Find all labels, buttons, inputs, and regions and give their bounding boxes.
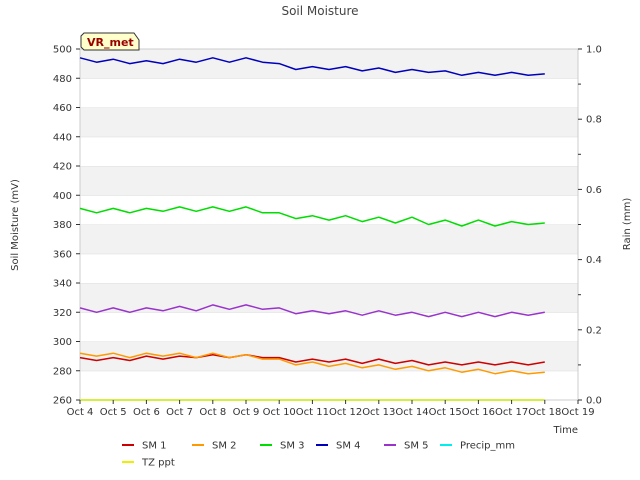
y2-tick-label: 1.0: [586, 45, 602, 56]
x-axis-label: Time: [553, 425, 578, 436]
series-line-sm-5: [79, 304, 545, 318]
grid-band: [80, 370, 578, 400]
y-tick-label: 480: [53, 74, 72, 85]
x-tick-label: Oct 18: [528, 407, 561, 418]
y-tick-label: 280: [53, 366, 72, 377]
y-tick-label: 320: [53, 308, 72, 319]
y-tick-label: 500: [53, 45, 72, 56]
left-axis-ticks: 260 280 300 320 340 360 380 400 420 440 460 480 500: [53, 45, 80, 407]
legend-label: SM 4: [336, 441, 361, 452]
x-tick-label: Oct 6: [133, 407, 160, 418]
y-tick-label: 340: [53, 279, 72, 290]
series-line-sm-3: [79, 206, 545, 227]
x-tick-label: Oct 8: [199, 407, 226, 418]
badge-text: VR_met: [87, 36, 134, 49]
x-tick-label: Oct 9: [233, 407, 260, 418]
x-axis-ticks: Oct 4 Oct 5 Oct 6 Oct 7 Oct 8 Oct 9 Oct 10 Oct …: [67, 400, 595, 418]
right-axis-ticks: 0.0 0.2 0.4 0.6 0.8 1.0: [578, 45, 602, 407]
grid-band: [80, 166, 578, 196]
legend-label: SM 1: [142, 441, 167, 452]
x-tick-label: Oct 19: [561, 407, 594, 418]
legend-item: SM 3: [260, 441, 305, 452]
grid-band: [80, 283, 578, 313]
legend-label: SM 5: [404, 441, 429, 452]
y2-tick-label: 0.8: [586, 115, 602, 126]
y2-tick-label: 0.2: [586, 325, 602, 336]
grid-band: [80, 224, 578, 254]
y-axis-label: Soil Moisture (mV): [10, 179, 21, 271]
x-tick-label: Oct 11: [296, 407, 329, 418]
grid-band: [80, 78, 578, 108]
y-tick-label: 380: [53, 220, 72, 231]
grid-band: [80, 107, 578, 137]
grid-band: [80, 312, 578, 342]
grid-band: [80, 253, 578, 283]
y-tick-label: 420: [53, 162, 72, 173]
x-tick-label: Oct 15: [429, 407, 462, 418]
y-tick-label: 360: [53, 249, 72, 260]
y2-axis-label: Rain (mm): [622, 198, 633, 251]
legend-label: SM 2: [212, 441, 237, 452]
y2-tick-label: 0.0: [586, 396, 602, 407]
x-tick-label: Oct 5: [100, 407, 127, 418]
legend-item: TZ ppt: [122, 458, 175, 469]
y2-tick-label: 0.4: [586, 255, 602, 266]
y-tick-label: 300: [53, 337, 72, 348]
chart-title: Soil Moisture: [281, 4, 358, 18]
grid-band: [80, 136, 578, 166]
legend-item: SM 4: [316, 441, 361, 452]
y-tick-label: 440: [53, 132, 72, 143]
y2-tick-label: 0.6: [586, 185, 602, 196]
y-tick-label: 260: [53, 396, 72, 407]
x-tick-label: Oct 7: [166, 407, 193, 418]
legend-item: SM 5: [384, 441, 429, 452]
x-tick-label: Oct 10: [263, 407, 296, 418]
x-tick-label: Oct 4: [67, 407, 94, 418]
legend-label: Precip_mm: [460, 441, 515, 452]
series-layer: [79, 57, 545, 401]
legend-item: SM 2: [192, 441, 237, 452]
y-tick-label: 400: [53, 191, 72, 202]
series-line-sm-2: [79, 352, 545, 375]
legend-label: TZ ppt: [141, 458, 175, 469]
x-tick-label: Oct 13: [362, 407, 395, 418]
x-tick-label: Oct 16: [462, 407, 495, 418]
grid-bands: [80, 48, 578, 400]
legend-item: Precip_mm: [440, 441, 515, 452]
y-tick-label: 460: [53, 103, 72, 114]
x-tick-label: Oct 14: [395, 407, 428, 418]
legend: SM 1 SM 2 SM 3 SM 4 SM 5 Precip_mm TZ ppt: [122, 441, 515, 469]
legend-label: SM 3: [280, 441, 305, 452]
legend-item: SM 1: [122, 441, 167, 452]
series-line-sm-1: [79, 353, 545, 366]
x-tick-label: Oct 17: [495, 407, 528, 418]
badge-box: [80, 32, 140, 51]
station-badge: VR_met: [80, 32, 140, 51]
x-tick-label: Oct 12: [329, 407, 362, 418]
series-line-sm-4: [79, 57, 545, 77]
